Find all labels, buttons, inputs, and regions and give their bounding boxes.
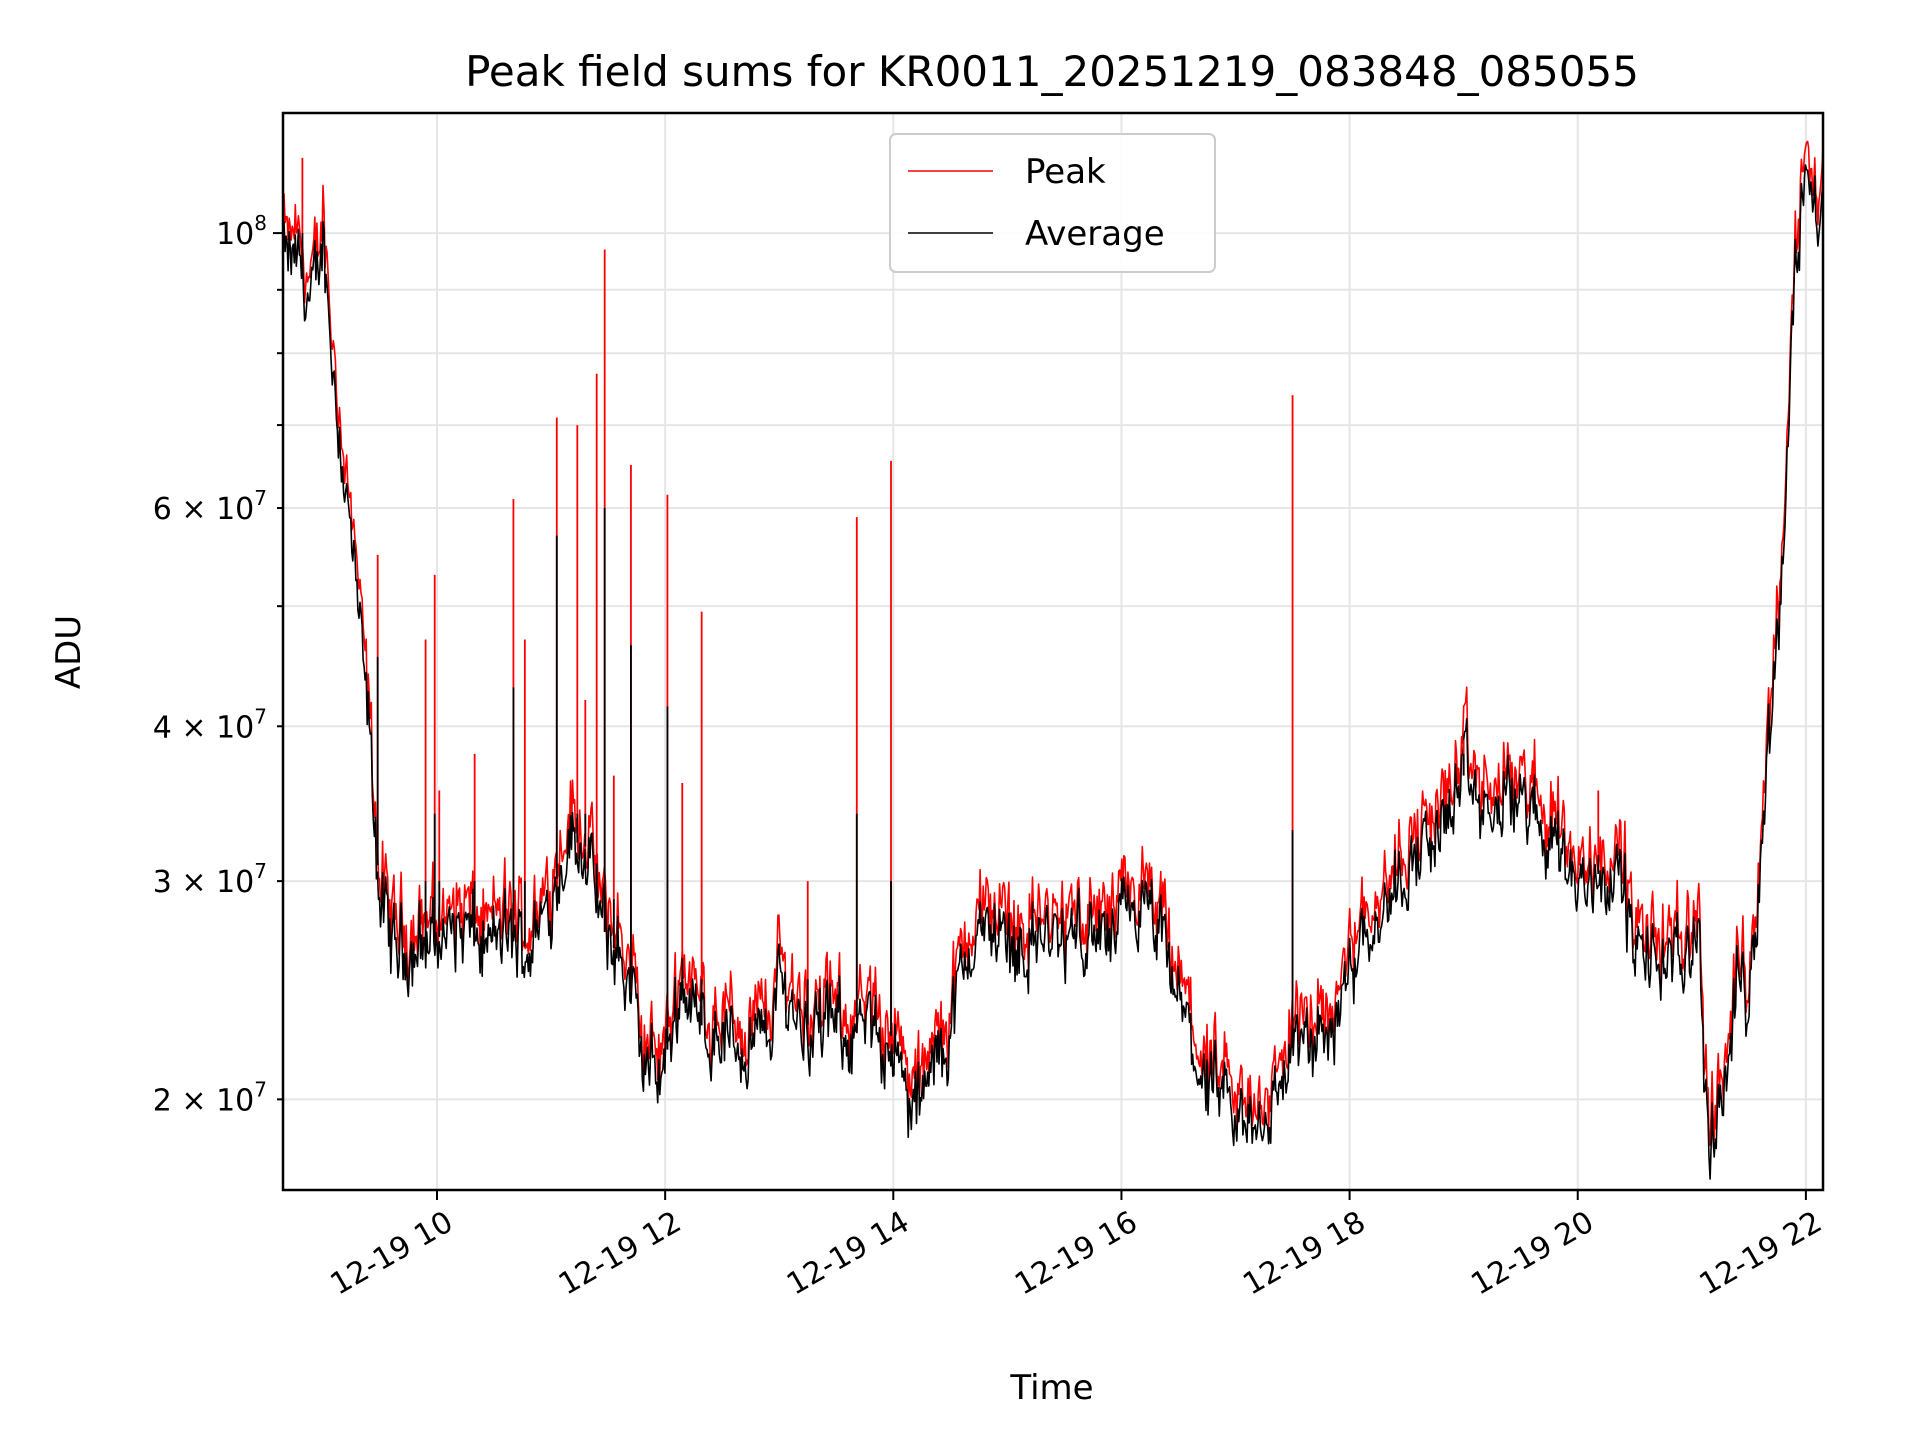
spikes	[301, 157, 1600, 1050]
y-minor-tick-label: 4 × 107	[153, 704, 267, 745]
plot-frame	[281, 111, 1825, 1192]
legend-average-label: Average	[1025, 214, 1165, 254]
y-minor-tick-label: 6 × 107	[153, 486, 267, 527]
legend-peak-label: Peak	[1025, 152, 1106, 192]
legend-box	[889, 133, 1216, 273]
average-series-line	[282, 164, 1824, 1180]
series	[282, 140, 1824, 1180]
x-axis-label: Time	[1009, 1368, 1093, 1408]
y-major-tick-label: 108	[216, 211, 267, 252]
y-axis-label: ADU	[49, 615, 89, 689]
y-minor-tick-label: 2 × 107	[153, 1077, 267, 1118]
legend: Peak Average	[889, 133, 1216, 273]
y-axis-ticks: 108 2 × 107 3 × 107 4 × 107 6 × 107	[153, 211, 283, 1118]
y-minor-tick-label: 3 × 107	[153, 859, 267, 900]
chart-title: Peak field sums for KR0011_20251219_0838…	[465, 47, 1639, 96]
